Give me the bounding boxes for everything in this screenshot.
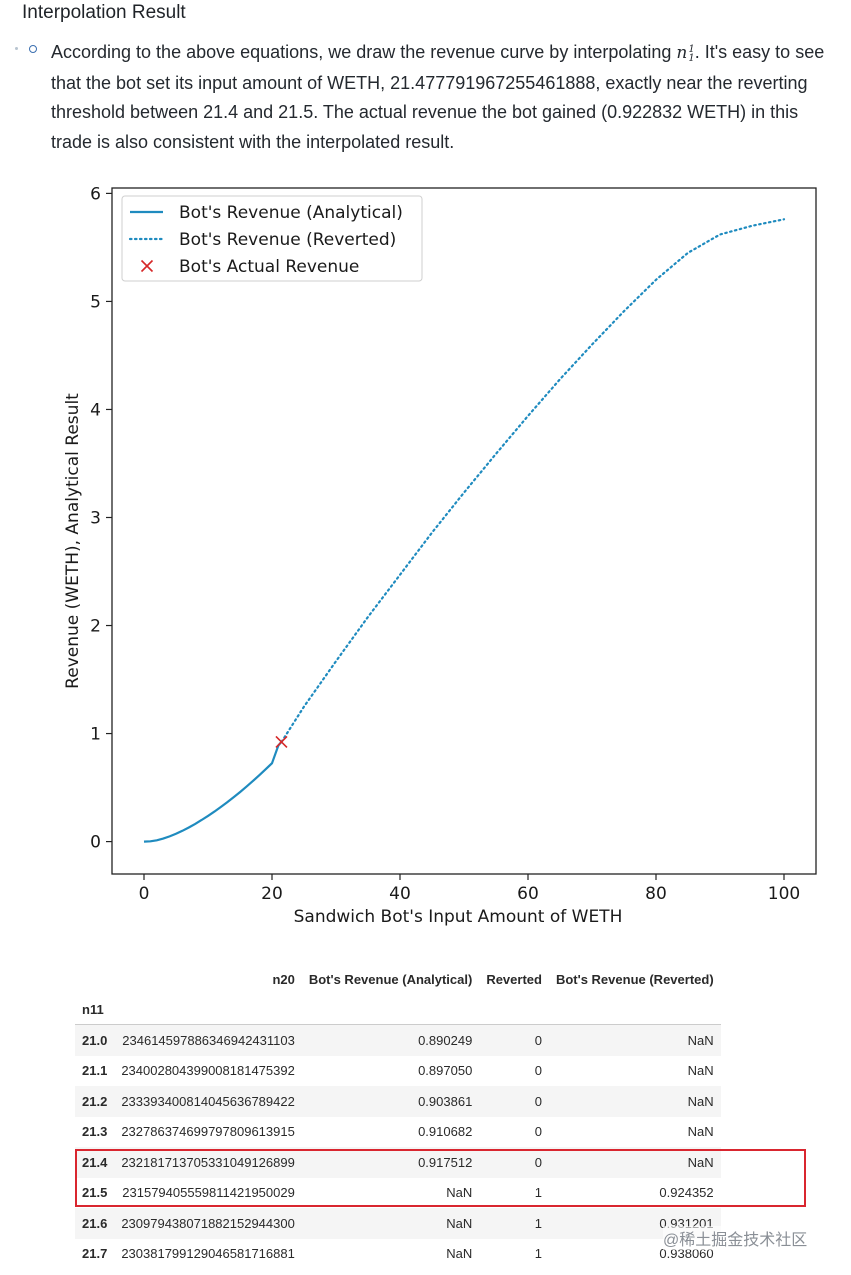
para-text-before: According to the above equations, we dra… <box>51 42 677 62</box>
row-index: 21.0 <box>75 1024 115 1056</box>
cell-reverted-revenue: 0.924352 <box>659 1185 714 1201</box>
row-index: 21.1 <box>82 1063 108 1079</box>
y-tick-label: 4 <box>90 400 101 420</box>
table-row: 21.0 23461459788634694243110​3 0.890249 0 Na… <box>75 1024 721 1056</box>
math-var: n <box>676 43 688 63</box>
cell-reverted-revenue: NaN <box>687 1154 714 1170</box>
row-index: 21.7 <box>82 1246 108 1262</box>
description-paragraph: According to the above equations, we dra… <box>51 38 831 157</box>
cell-analytical: 0.910682 <box>418 1124 473 1140</box>
row-index: 21.6 <box>82 1215 108 1231</box>
x-axis-label: Sandwich Bot's Input Amount of WETH <box>294 907 623 927</box>
cell-analytical: 0.903861 <box>418 1093 473 1109</box>
y-tick-label: 0 <box>90 833 101 853</box>
row-index: 21.4 <box>82 1154 108 1170</box>
x-tick-label: 80 <box>645 884 667 904</box>
y-tick-label: 6 <box>90 184 101 204</box>
table-row: 21.2 23339340081404563678942​2 0.903861 0 Na… <box>75 1086 721 1117</box>
cell-reverted-revenue: NaN <box>687 1093 714 1109</box>
row-index: 21.2 <box>82 1093 108 1109</box>
watermark: @稀土掘金技术社区 <box>663 1226 808 1250</box>
table-row: 21.6 23097943807188215294430​0 NaN 1 0.93120… <box>75 1208 721 1239</box>
data-table: n20 Bot's Revenue (Analytical) Reverted … <box>75 964 721 1269</box>
cell-n20: 23461459788634694243110​3 <box>114 1024 302 1056</box>
bullet-marker-small <box>15 47 18 50</box>
cell-reverted: 1 <box>534 1246 542 1262</box>
legend-label-actual: Bot's Actual Revenue <box>179 257 359 277</box>
chart-legend: Bot's Revenue (Analytical) Bot's Revenue … <box>121 195 423 282</box>
col-header-reverted: Reverted <box>486 971 542 987</box>
cell-n20: 23400280439900818147539​2 <box>121 1063 295 1079</box>
cell-n20: 23218171370533104912689​9 <box>121 1154 295 1170</box>
legend-label-reverted: Bot's Revenue (Reverted) <box>179 230 396 250</box>
row-index: 21.5 <box>82 1185 108 1201</box>
table-index-row: n11 <box>75 994 721 1025</box>
cell-n20: 23339340081404563678942​2 <box>121 1093 295 1109</box>
table-row: 21.7 23038179912904658171688​1 NaN 1 0.93806… <box>75 1239 721 1270</box>
legend-frame <box>121 195 423 282</box>
x-tick-label: 20 <box>261 884 283 904</box>
cell-reverted-revenue: NaN <box>687 1063 714 1079</box>
cell-reverted-revenue: NaN <box>548 1024 721 1056</box>
table-row: 21.1 23400280439900818147539​2 0.897050 0 Na… <box>75 1056 721 1087</box>
plot-frame <box>111 187 817 875</box>
row-index: 21.3 <box>82 1124 108 1140</box>
y-tick-label: 2 <box>90 617 101 637</box>
cell-reverted: 0 <box>479 1024 549 1056</box>
cell-reverted: 0 <box>534 1124 542 1140</box>
x-tick-label: 40 <box>389 884 411 904</box>
cell-reverted-revenue: 0.938060 <box>659 1246 714 1262</box>
cell-analytical: NaN <box>446 1215 473 1231</box>
cell-reverted: 0 <box>534 1154 542 1170</box>
cell-analytical: 0.917512 <box>418 1154 473 1170</box>
index-header: n11 <box>82 1001 104 1017</box>
cell-reverted: 0 <box>534 1093 542 1109</box>
table-row: 21.4 23218171370533104912689​9 0.917512 0 Na… <box>75 1147 721 1178</box>
cell-reverted-revenue: NaN <box>687 1124 714 1140</box>
cell-n20: 23157940555981142195002​9 <box>122 1185 295 1201</box>
col-header-reverted-revenue: Bot's Revenue (Reverted) <box>555 971 714 987</box>
x-tick-label: 0 <box>139 884 150 904</box>
x-tick-label: 60 <box>517 884 539 904</box>
revenue-chart: 0 20 40 60 80 100 0 1 2 3 4 5 6 Sandwich Bot's Input … <box>63 184 817 927</box>
series-reverted-line <box>280 218 786 743</box>
cell-analytical: 0.890249 <box>301 1024 480 1056</box>
math-sub: 1 <box>688 52 695 64</box>
cell-analytical: 0.897050 <box>418 1063 473 1079</box>
cell-n20: 23038179912904658171688​1 <box>121 1246 295 1262</box>
para-text-after: . It's easy to see that the bot set its … <box>51 42 825 152</box>
table-row: 21.3 23278637469979780961391​5 0.910682 0 Na… <box>75 1117 721 1148</box>
y-tick-label: 3 <box>90 508 101 528</box>
cell-n20: 23097943807188215294430​0 <box>121 1215 295 1231</box>
legend-label-analytical: Bot's Revenue (Analytical) <box>179 203 403 223</box>
section-heading: Interpolation Result <box>22 2 186 23</box>
cell-reverted: 1 <box>534 1185 542 1201</box>
col-header-n20: n20 <box>272 971 295 987</box>
math-sup: 1 <box>688 43 695 55</box>
table-row: 21.5 23157940555981142195002​9 NaN 1 0.92435… <box>75 1178 721 1209</box>
cell-n20: 23278637469979780961391​5 <box>121 1124 295 1140</box>
y-tick-label: 5 <box>90 292 101 312</box>
y-tick-label: 1 <box>90 725 101 745</box>
legend-swatch-actual-icon <box>140 259 154 273</box>
bullet-marker <box>29 45 37 53</box>
cell-reverted: 0 <box>534 1063 542 1079</box>
table-header-corner <box>75 964 114 994</box>
actual-revenue-marker <box>275 735 288 748</box>
col-header-analytical: Bot's Revenue (Analytical) <box>308 971 473 987</box>
cell-reverted: 1 <box>534 1215 542 1231</box>
table-header-row: n20 Bot's Revenue (Analytical) Reverted … <box>75 964 721 994</box>
x-tick-label: 100 <box>768 884 800 904</box>
cell-analytical: NaN <box>446 1185 473 1201</box>
cell-analytical: NaN <box>446 1246 473 1262</box>
series-analytical-line <box>143 741 282 843</box>
y-axis-label: Revenue (WETH), Analytical Result <box>63 393 83 689</box>
